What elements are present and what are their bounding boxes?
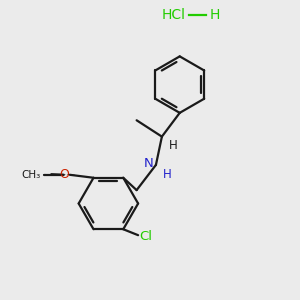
- Text: H: H: [209, 8, 220, 22]
- Text: N: N: [144, 158, 154, 170]
- Text: HCl: HCl: [162, 8, 186, 22]
- Text: methyl: methyl: [43, 173, 48, 175]
- Text: CH₃: CH₃: [22, 170, 41, 180]
- Text: methoxy: methoxy: [44, 174, 50, 175]
- Text: O: O: [59, 168, 69, 181]
- Text: H: H: [163, 168, 171, 182]
- Text: H: H: [168, 139, 177, 152]
- Text: methoxy_placeholder: methoxy_placeholder: [61, 173, 76, 175]
- Text: Cl: Cl: [140, 230, 153, 243]
